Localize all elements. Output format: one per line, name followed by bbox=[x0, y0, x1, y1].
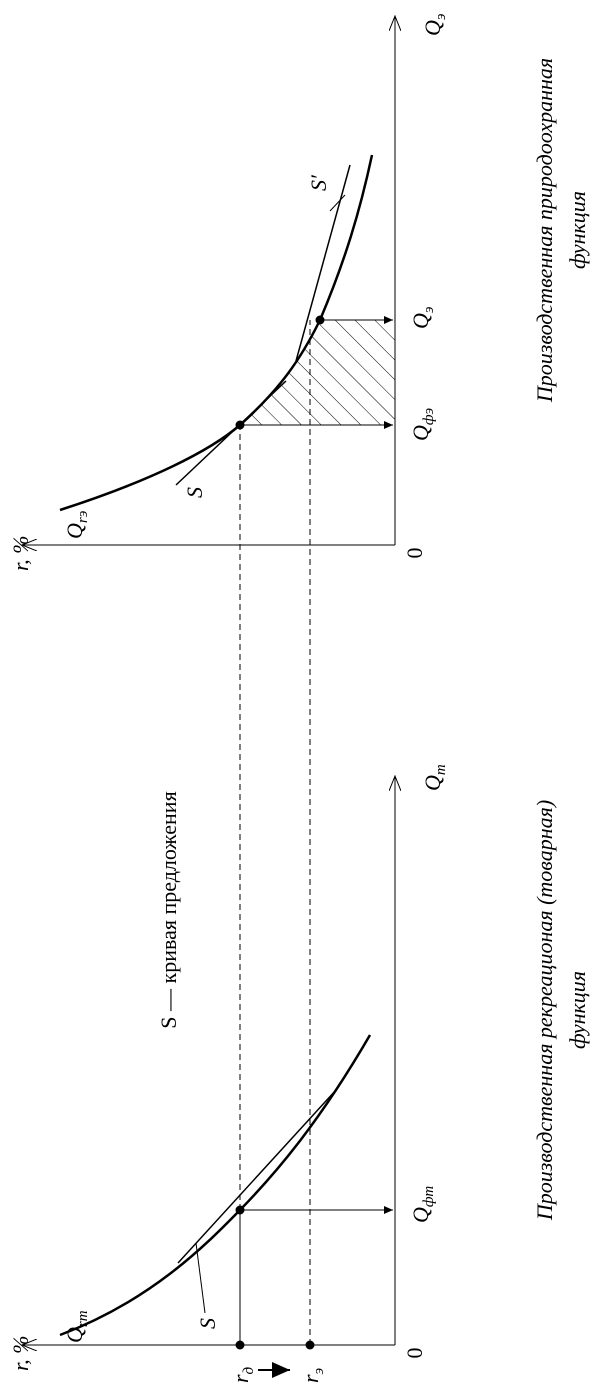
x-axis-label: Qэ bbox=[420, 13, 449, 36]
curve bbox=[59, 154, 374, 512]
sub: фэ bbox=[421, 407, 437, 425]
origin: 0 bbox=[402, 548, 427, 559]
y-axis-label: r, % bbox=[8, 536, 33, 571]
symbol: Q bbox=[420, 20, 445, 36]
point-label: Qфэ bbox=[408, 407, 437, 441]
origin: 0 bbox=[402, 1348, 427, 1359]
point bbox=[315, 315, 325, 325]
symbol: Q bbox=[408, 313, 433, 329]
point bbox=[235, 1205, 245, 1215]
symbol: Q bbox=[62, 1327, 87, 1343]
curve-label: Qrm bbox=[62, 1310, 91, 1343]
sub: д bbox=[241, 1366, 257, 1374]
point-label: Qфт bbox=[408, 1186, 437, 1223]
symbol: Q bbox=[408, 1207, 433, 1223]
panel-title: Производственная рекреационая (товарная) bbox=[532, 800, 557, 1221]
sub: э bbox=[311, 1367, 327, 1374]
sub: э bbox=[421, 306, 437, 313]
sub: т bbox=[433, 764, 449, 775]
y-axis-label: r, % bbox=[8, 1336, 33, 1371]
panel-title: Производственная природоохранная bbox=[532, 58, 557, 403]
rate-label: rэ bbox=[298, 1367, 327, 1383]
tangent bbox=[175, 380, 287, 486]
sub: фт bbox=[421, 1186, 437, 1207]
leader bbox=[329, 194, 346, 212]
curve bbox=[59, 1034, 372, 1337]
sub: rm bbox=[75, 1310, 91, 1327]
tangent-label: S′ bbox=[306, 174, 331, 191]
tangent bbox=[177, 1089, 337, 1264]
sub: э bbox=[433, 13, 449, 20]
symbol: Q bbox=[408, 425, 433, 441]
sub: rэ bbox=[75, 510, 91, 523]
symbol: Q bbox=[62, 523, 87, 539]
tangent-label: S bbox=[195, 1318, 220, 1329]
curve-label: Qrэ bbox=[62, 510, 91, 539]
symbol: r bbox=[228, 1374, 253, 1383]
hatched-area bbox=[240, 320, 395, 425]
symbol: r bbox=[298, 1374, 323, 1383]
caption: S — кривая предложения bbox=[156, 791, 181, 1028]
x-axis-label: Qт bbox=[420, 764, 449, 791]
leader bbox=[195, 1242, 206, 1314]
point bbox=[305, 1340, 315, 1350]
rotated-content: r, % 0 Qт Qrm S Qфт rд rэ Производственн… bbox=[8, 13, 590, 1383]
tangent-label: S bbox=[182, 487, 207, 498]
panel-title: функция bbox=[565, 191, 590, 269]
point bbox=[235, 1340, 245, 1350]
tangent bbox=[295, 164, 351, 362]
symbol: Q bbox=[420, 775, 445, 791]
point bbox=[235, 420, 245, 430]
panel-title: функция bbox=[565, 971, 590, 1049]
rate-label: rд bbox=[228, 1366, 257, 1383]
point-label: Qэ bbox=[408, 306, 437, 329]
